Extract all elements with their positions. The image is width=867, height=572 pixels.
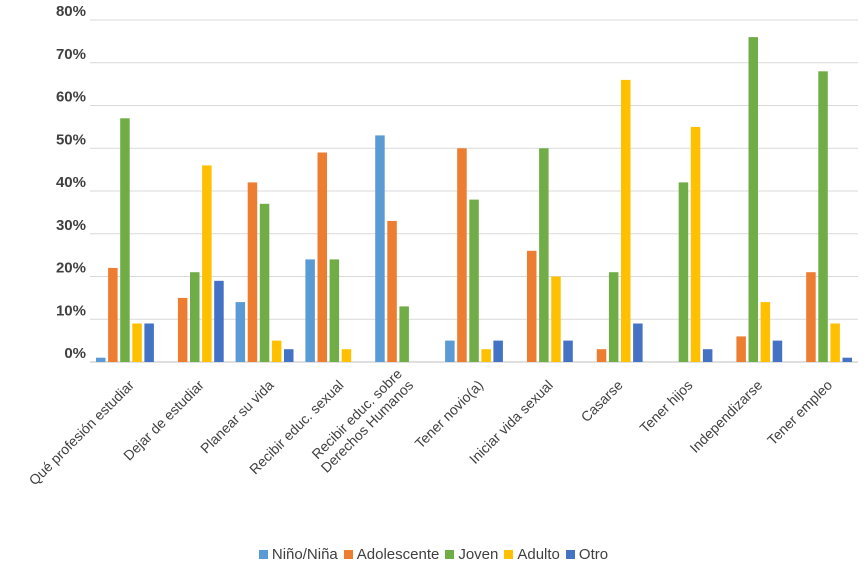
bar bbox=[551, 276, 561, 362]
bar bbox=[563, 340, 573, 362]
legend-swatch bbox=[258, 550, 268, 559]
bar bbox=[842, 357, 852, 362]
bar bbox=[235, 302, 246, 362]
bar bbox=[177, 297, 188, 362]
x-tick-label: Tener novio(a) bbox=[412, 377, 487, 452]
bar bbox=[621, 79, 631, 363]
legend: Niño/Niña Adolescente Joven Adulto Otro bbox=[0, 546, 867, 563]
y-tick-label: 40% bbox=[56, 174, 86, 191]
y-tick-label: 0% bbox=[64, 345, 86, 362]
bar bbox=[818, 71, 828, 363]
bar bbox=[190, 272, 200, 362]
bar bbox=[469, 199, 479, 362]
x-tick-label: Casarse bbox=[578, 377, 626, 425]
y-tick-label: 50% bbox=[56, 131, 86, 148]
bar bbox=[120, 118, 130, 362]
x-tick-label: Independizarse bbox=[686, 377, 765, 456]
bar bbox=[341, 349, 352, 362]
y-tick-label: 30% bbox=[56, 217, 86, 234]
y-tick-label: 80% bbox=[56, 3, 86, 20]
bar bbox=[132, 323, 142, 362]
y-tick-label: 10% bbox=[56, 302, 86, 319]
legend-swatch bbox=[565, 550, 575, 559]
legend-label: Adulto bbox=[517, 546, 560, 563]
bar bbox=[108, 267, 118, 362]
legend-label: Joven bbox=[458, 546, 499, 563]
bar bbox=[457, 148, 467, 363]
y-tick-label: 20% bbox=[56, 260, 86, 277]
bar bbox=[493, 340, 503, 362]
x-tick-label: Tener empleo bbox=[764, 377, 835, 448]
bar bbox=[527, 250, 537, 362]
bar bbox=[214, 280, 224, 362]
bar bbox=[329, 259, 340, 362]
bar bbox=[539, 148, 549, 363]
bar bbox=[259, 203, 270, 362]
bar bbox=[596, 349, 607, 362]
legend-item: Joven bbox=[445, 546, 498, 563]
bar bbox=[375, 135, 385, 362]
legend-item: Otro bbox=[565, 546, 609, 563]
bar bbox=[202, 165, 212, 362]
bar bbox=[271, 340, 282, 362]
bar bbox=[633, 323, 643, 362]
bar bbox=[690, 126, 701, 363]
legend-item: Niño/Niña bbox=[258, 546, 338, 563]
x-tick-label: Planear su vida bbox=[197, 377, 277, 457]
x-tick-label: Tener hijos bbox=[636, 377, 695, 436]
bar bbox=[830, 323, 840, 362]
bar bbox=[96, 357, 106, 362]
bar bbox=[399, 306, 409, 362]
legend-label: Adolescente bbox=[356, 546, 440, 563]
y-tick-label: 70% bbox=[56, 46, 86, 63]
legend-item: Adolescente bbox=[343, 546, 440, 563]
legend-label: Niño/Niña bbox=[271, 546, 338, 563]
x-tick-label: Qué profesión estudiar bbox=[26, 377, 138, 489]
bars bbox=[96, 37, 852, 363]
bar bbox=[736, 336, 746, 362]
bar bbox=[806, 272, 816, 362]
legend-swatch bbox=[445, 550, 455, 559]
y-axis: 0% 10% 20% 30% 40% 50% 60% 70% 80% bbox=[56, 3, 86, 362]
bar bbox=[387, 220, 397, 362]
bar bbox=[144, 323, 154, 362]
bar bbox=[284, 349, 294, 362]
bar bbox=[760, 302, 771, 362]
bar bbox=[247, 182, 258, 362]
bar bbox=[702, 349, 713, 362]
bar bbox=[748, 37, 758, 362]
bar bbox=[445, 340, 455, 362]
bar bbox=[772, 340, 783, 362]
legend-label: Otro bbox=[578, 546, 609, 563]
bar bbox=[678, 182, 689, 362]
legend-swatch bbox=[343, 550, 353, 559]
x-tick-label: Recibir educ. sobreDerechos Humanos bbox=[306, 365, 416, 475]
bar bbox=[481, 349, 491, 362]
y-tick-label: 60% bbox=[56, 89, 86, 106]
legend-swatch bbox=[504, 550, 514, 559]
bar bbox=[317, 152, 327, 362]
bar bbox=[608, 272, 619, 362]
legend-item: Adulto bbox=[504, 546, 560, 563]
bar bbox=[305, 259, 315, 362]
